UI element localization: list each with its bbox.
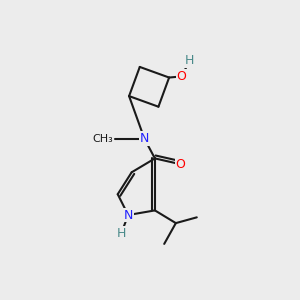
Text: N: N	[124, 208, 133, 221]
Text: H: H	[185, 54, 194, 67]
Text: O: O	[177, 70, 187, 83]
Text: CH₃: CH₃	[92, 134, 113, 144]
Text: H: H	[116, 227, 126, 240]
Text: N: N	[140, 132, 149, 145]
Text: O: O	[176, 158, 185, 171]
